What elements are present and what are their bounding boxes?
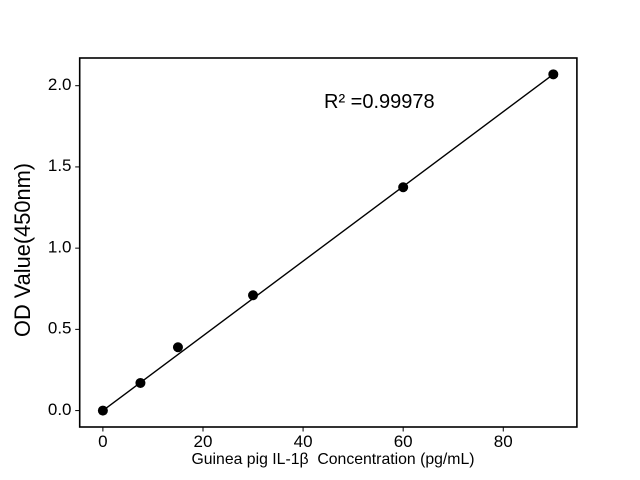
svg-text:0.5: 0.5 (48, 319, 72, 338)
svg-text:2.0: 2.0 (48, 75, 72, 94)
svg-text:1.0: 1.0 (48, 237, 72, 256)
svg-text:OD Value(450nm): OD Value(450nm) (10, 163, 35, 337)
svg-text:Guinea pig IL-1β Concentratio: Guinea pig IL-1β Concentration (pg/mL) (191, 451, 474, 468)
svg-text:40: 40 (294, 432, 313, 451)
svg-text:0.0: 0.0 (48, 400, 72, 419)
svg-text:R² =0.99978: R² =0.99978 (324, 91, 435, 113)
svg-text:0: 0 (98, 432, 107, 451)
svg-text:80: 80 (494, 432, 513, 451)
svg-text:20: 20 (194, 432, 213, 451)
svg-text:60: 60 (394, 432, 413, 451)
svg-text:1.5: 1.5 (48, 156, 72, 175)
